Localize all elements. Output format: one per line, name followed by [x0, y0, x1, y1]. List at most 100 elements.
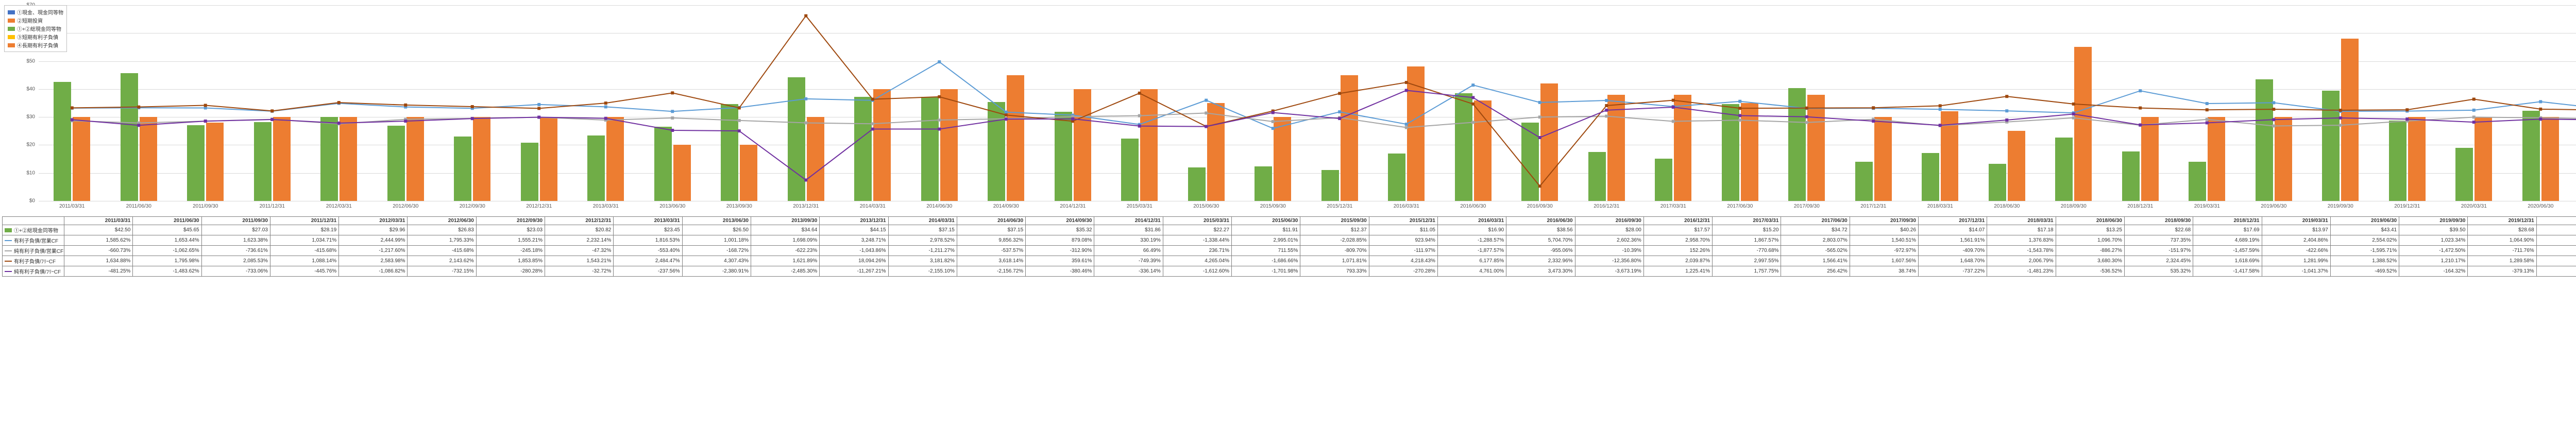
table-cell: 1,623.38% [201, 235, 270, 246]
table-cell: -733.06% [201, 266, 270, 277]
marker [404, 120, 407, 123]
table-cell: 38.74% [1850, 266, 1918, 277]
marker [1605, 114, 1608, 117]
table-cell: -1,595.71% [2330, 246, 2399, 256]
marker [1672, 106, 1675, 109]
ytick-left: $50 [26, 58, 35, 64]
table-cell: -537.57% [957, 246, 1025, 256]
marker [938, 95, 941, 98]
table-cell: -168.72% [682, 246, 751, 256]
marker [2005, 118, 2008, 122]
table-cell: $31.86 [1094, 225, 1163, 235]
marker [1405, 123, 1408, 126]
table-cell: 3,473.30% [1506, 266, 1575, 277]
legend-swatch [8, 19, 15, 23]
marker [1338, 92, 1341, 95]
marker [471, 105, 474, 108]
table-cell: -737.22% [1919, 266, 1987, 277]
table-cell: $14.07 [1919, 225, 1987, 235]
marker [204, 120, 207, 123]
marker [1272, 127, 1275, 130]
table-cell: 330.19% [1094, 235, 1163, 246]
marker [1272, 120, 1275, 123]
line-series [72, 90, 2576, 180]
table-row: 純有利子負債/営業CF-660.73%-1,062.65%-736.61%-41… [3, 246, 2576, 256]
marker [671, 91, 674, 94]
table-cell: -565.02% [1781, 246, 1850, 256]
table-cell: -245.18% [476, 246, 545, 256]
table-cell: 1,088.14% [270, 256, 338, 266]
table-row-header: 純有利子負債/営業CF [3, 246, 64, 256]
marker [1672, 120, 1675, 123]
marker [1538, 115, 1541, 118]
marker [1338, 117, 1341, 120]
table-cell: 1,585.62% [64, 235, 133, 246]
table-cell: 4,761.00% [1437, 266, 1506, 277]
table-cell: $42.50 [64, 225, 133, 235]
table-col-header: 2019/03/31 [2262, 217, 2330, 225]
table-cell: 1,566.41% [1781, 256, 1850, 266]
table-cell: 5,704.70% [1506, 235, 1575, 246]
table-cell: -1,472.50% [2399, 246, 2468, 256]
table-cell: $20.82 [545, 225, 614, 235]
marker [537, 107, 540, 110]
table-row-header: ①+②総現金同等物 [3, 225, 64, 235]
marker [1471, 103, 1475, 106]
marker [2405, 108, 2409, 111]
table-cell: -1,062.65% [133, 246, 201, 256]
x-label: 2015/03/31 [1127, 203, 1153, 209]
table-cell: $13.97 [2262, 225, 2330, 235]
marker [337, 101, 341, 104]
chart-plot-area [39, 5, 2576, 201]
table-cell: -2,380.91% [682, 266, 751, 277]
marker [404, 104, 407, 107]
table-row-header: 純有利子負債/ﾌﾘｰCF [3, 266, 64, 277]
table-cell: 1,618.69% [2193, 256, 2262, 266]
table-col-header: 2013/06/30 [682, 217, 751, 225]
table-cell: -151.97% [2124, 246, 2193, 256]
table-cell: 256.42% [1781, 266, 1850, 277]
ytick-left: $20 [26, 142, 35, 148]
table-corner [3, 217, 64, 225]
table-cell: 1,648.70% [1919, 256, 1987, 266]
table-row-header: 有利子負債/ﾌﾘｰCF [3, 256, 64, 266]
marker [1005, 113, 1008, 116]
table-col-header: 2016/06/30 [1506, 217, 1575, 225]
table-cell: 4,307.43% [682, 256, 751, 266]
table-cell: $13.25 [2056, 225, 2124, 235]
legend-swatch [8, 43, 15, 47]
marker [1872, 120, 1875, 123]
marker [1805, 115, 1808, 118]
table-cell: -536.52% [2056, 266, 2124, 277]
marker [938, 128, 941, 131]
x-label: 2020/03/31 [2461, 203, 2487, 209]
legend-swatch [8, 35, 15, 39]
legend-label: ④長期有利子負債 [17, 41, 58, 49]
ytick-left: $0 [29, 198, 35, 204]
x-label: 2012/03/31 [326, 203, 352, 209]
table-cell: 1,561.91% [1919, 235, 1987, 246]
table-cell: 2,324.45% [2124, 256, 2193, 266]
table-cell: $23.45 [614, 225, 682, 235]
table-cell: 2,332.96% [1506, 256, 1575, 266]
x-label: 2014/09/30 [993, 203, 1019, 209]
marker [137, 124, 140, 127]
legend-swatch [8, 10, 15, 14]
marker [2539, 108, 2542, 111]
x-label: 2018/06/30 [1994, 203, 2020, 209]
marker [2339, 116, 2342, 120]
table-cell: -972.97% [1850, 246, 1918, 256]
table-cell: 1,607.56% [1850, 256, 1918, 266]
table-cell: 3,188.59% [2536, 256, 2576, 266]
row-swatch [5, 240, 12, 241]
table-cell: -749.39% [1094, 256, 1163, 266]
marker [2005, 95, 2008, 98]
table-cell: -3,673.19% [1575, 266, 1643, 277]
legend-item: ②短期投資 [8, 16, 63, 24]
table-row: 有利子負債/営業CF1,585.62%1,653.44%1,623.38%1,0… [3, 235, 2576, 246]
table-cell: -1,041.37% [2262, 266, 2330, 277]
marker [2272, 101, 2275, 104]
table-cell: $43.41 [2330, 225, 2399, 235]
table-cell: 1,653.44% [133, 235, 201, 246]
marker [1471, 96, 1475, 99]
